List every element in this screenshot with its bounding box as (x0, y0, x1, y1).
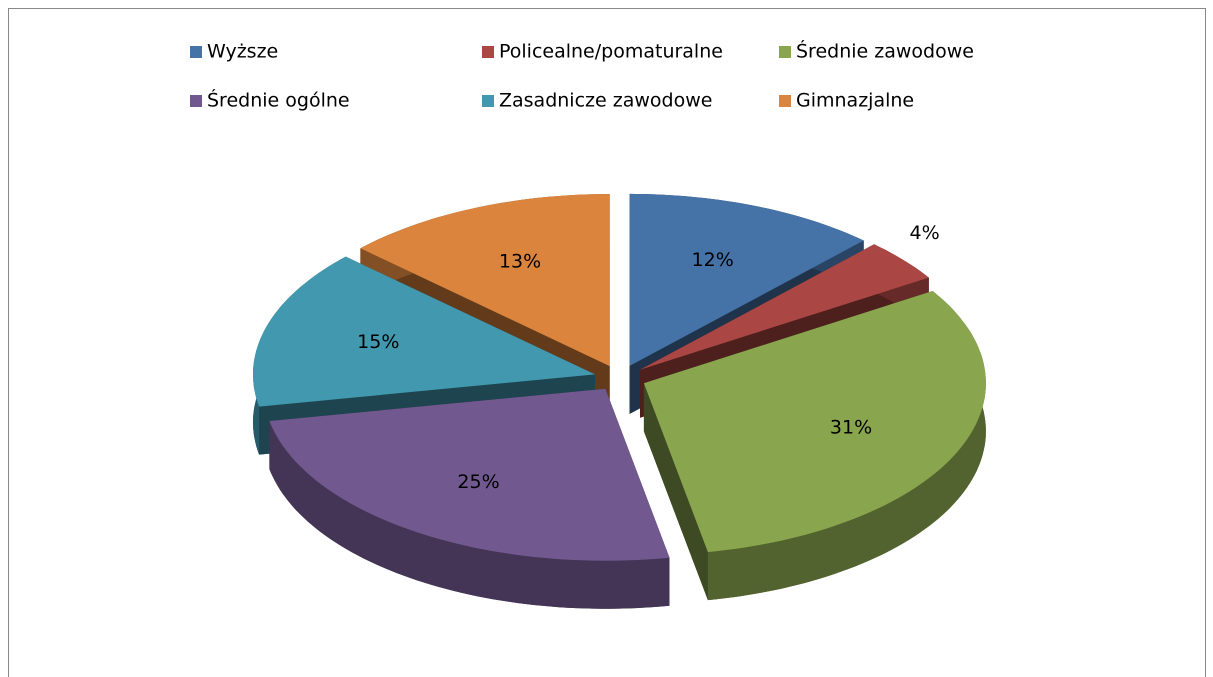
legend-label: Gimnazjalne (796, 90, 914, 112)
legend-swatch (482, 95, 494, 107)
slice-top (629, 193, 864, 366)
slice-top (643, 291, 986, 553)
data-label: 15% (357, 331, 399, 353)
slice-top (360, 194, 610, 367)
legend-swatch (190, 46, 202, 58)
slice-side (707, 291, 986, 601)
legend-label: Wyższe (207, 41, 278, 63)
legend-label: Zasadnicze zawodowe (499, 90, 712, 112)
slice-top (640, 244, 929, 370)
data-label: 25% (457, 471, 499, 493)
legend-swatch (779, 95, 791, 107)
legend-swatch (190, 95, 202, 107)
data-label: 4% (910, 222, 940, 244)
data-label: 31% (830, 417, 872, 439)
slice-top (253, 256, 595, 407)
slice-top (269, 388, 670, 561)
slice-side (269, 421, 670, 609)
data-label: 13% (499, 250, 541, 272)
slice-wall (643, 383, 708, 601)
legend-label: Średnie zawodowe (796, 39, 974, 63)
pie-slice (269, 388, 670, 609)
pie-slice (643, 291, 986, 601)
data-label: 12% (692, 249, 734, 271)
legend-swatch (779, 46, 791, 58)
legend-label: Średnie ogólne (207, 88, 350, 112)
legend-label: Policealne/pomaturalne (499, 41, 723, 63)
legend-swatch (482, 46, 494, 58)
